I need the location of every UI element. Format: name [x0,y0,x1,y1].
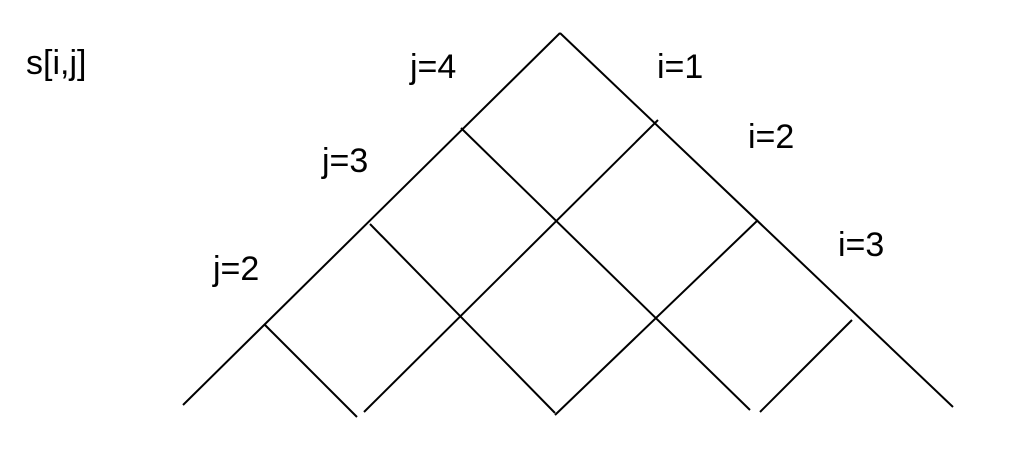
grid-line-backslash-2 [369,223,556,414]
i-label-3: i=3 [838,226,885,264]
grid-line-backslash-1 [460,127,751,411]
j-label-4: j=4 [410,48,457,86]
diagram-title: s[i,j] [26,44,87,82]
i-label-2: i=2 [748,118,795,156]
j-label-3: j=3 [322,142,369,180]
j-label-2: j=2 [213,250,260,288]
grid-line-outer-left [182,32,561,406]
i-label-1: i=1 [657,48,704,86]
grid-line-slash-3 [759,319,853,413]
grid-line-outer-right [559,32,954,408]
grid-line-backslash-3 [263,323,358,418]
grid-line-slash-1 [363,119,659,413]
